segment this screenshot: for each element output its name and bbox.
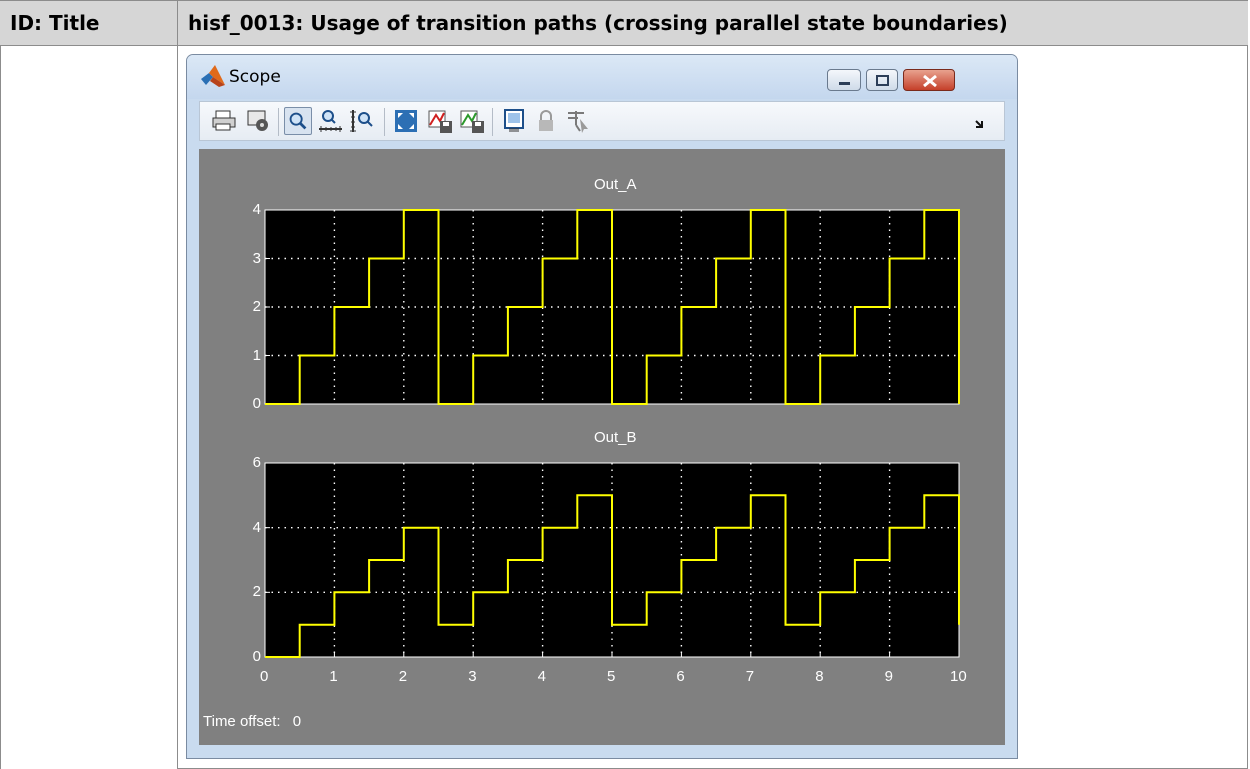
- x-tick-label: 7: [745, 668, 755, 685]
- parameters-icon[interactable]: [244, 107, 272, 135]
- window-title: Scope: [229, 67, 281, 87]
- x-tick-label: 1: [329, 668, 338, 685]
- header-id-title: ID: Title: [10, 11, 100, 35]
- y-tick-label: 2: [252, 583, 261, 601]
- minimize-button[interactable]: [827, 69, 861, 91]
- x-tick-label: 6: [676, 668, 685, 685]
- axes-title: Out_B: [594, 429, 637, 446]
- axes-title: Out_A: [594, 176, 637, 193]
- y-tick-label: 1: [252, 346, 261, 364]
- lock-axes-icon[interactable]: [532, 107, 560, 135]
- y-tick-label: 6: [252, 454, 261, 471]
- zoom-icon[interactable]: [284, 107, 312, 135]
- matlab-logo-icon: [201, 65, 225, 87]
- restore-axes-icon[interactable]: [458, 107, 486, 135]
- time-offset-status: Time offset: 0: [203, 713, 301, 730]
- signal-line: [265, 209, 960, 405]
- x-tick-label: 2: [398, 668, 408, 685]
- header-guideline-title: hisf_0013: Usage of transition paths (cr…: [188, 11, 1008, 35]
- window-titlebar[interactable]: Scope: [187, 55, 1017, 99]
- x-tick-label: 0: [260, 668, 269, 685]
- x-tick-label: 10: [950, 668, 967, 685]
- print-icon[interactable]: [210, 107, 238, 135]
- toolbar-separator: [492, 108, 493, 136]
- x-tick-label: 8: [815, 668, 824, 685]
- toolbar-separator: [384, 108, 385, 136]
- scope-figure: Time offset: 0 0 1 2 3 4 Out_A 0 2 4 6 0 1 2 3 4 5 6 7 8 9 1…: [199, 149, 1005, 745]
- toolbar-separator: [278, 108, 279, 136]
- zoom-y-icon[interactable]: [348, 107, 376, 135]
- y-tick-label: 0: [252, 395, 261, 412]
- time-offset-label: Time offset:: [203, 713, 281, 730]
- scope-plots: [264, 209, 960, 658]
- x-tick-label: 5: [607, 668, 616, 685]
- close-button[interactable]: [903, 69, 955, 91]
- autoscale-icon[interactable]: [392, 107, 420, 135]
- y-tick-label: 2: [252, 298, 261, 315]
- y-tick-label: 4: [252, 201, 261, 218]
- signal-selection-icon[interactable]: [564, 107, 592, 135]
- minimize-icon: [839, 82, 850, 85]
- y-tick-label: 3: [252, 249, 261, 267]
- scope-toolbar: [199, 101, 1005, 141]
- zoom-x-icon[interactable]: [316, 107, 344, 135]
- maximize-icon: [876, 75, 889, 86]
- scope-window: Scope: [186, 54, 1018, 759]
- y-tick-label: 4: [252, 518, 261, 536]
- signal-line: [265, 494, 960, 658]
- floating-scope-icon[interactable]: [500, 107, 528, 135]
- x-tick-label: 4: [537, 668, 546, 685]
- x-tick-label: 9: [884, 668, 893, 685]
- save-axes-icon[interactable]: [426, 107, 454, 135]
- time-offset-value: 0: [292, 713, 302, 730]
- close-icon: [923, 74, 937, 88]
- table-header-row: ID: Title hisf_0013: Usage of transition…: [0, 0, 1248, 46]
- maximize-button[interactable]: [866, 69, 898, 91]
- more-icon[interactable]: [970, 107, 990, 135]
- column-divider: [177, 0, 178, 769]
- x-tick-label: 3: [468, 668, 477, 685]
- y-tick-label: 0: [252, 648, 261, 665]
